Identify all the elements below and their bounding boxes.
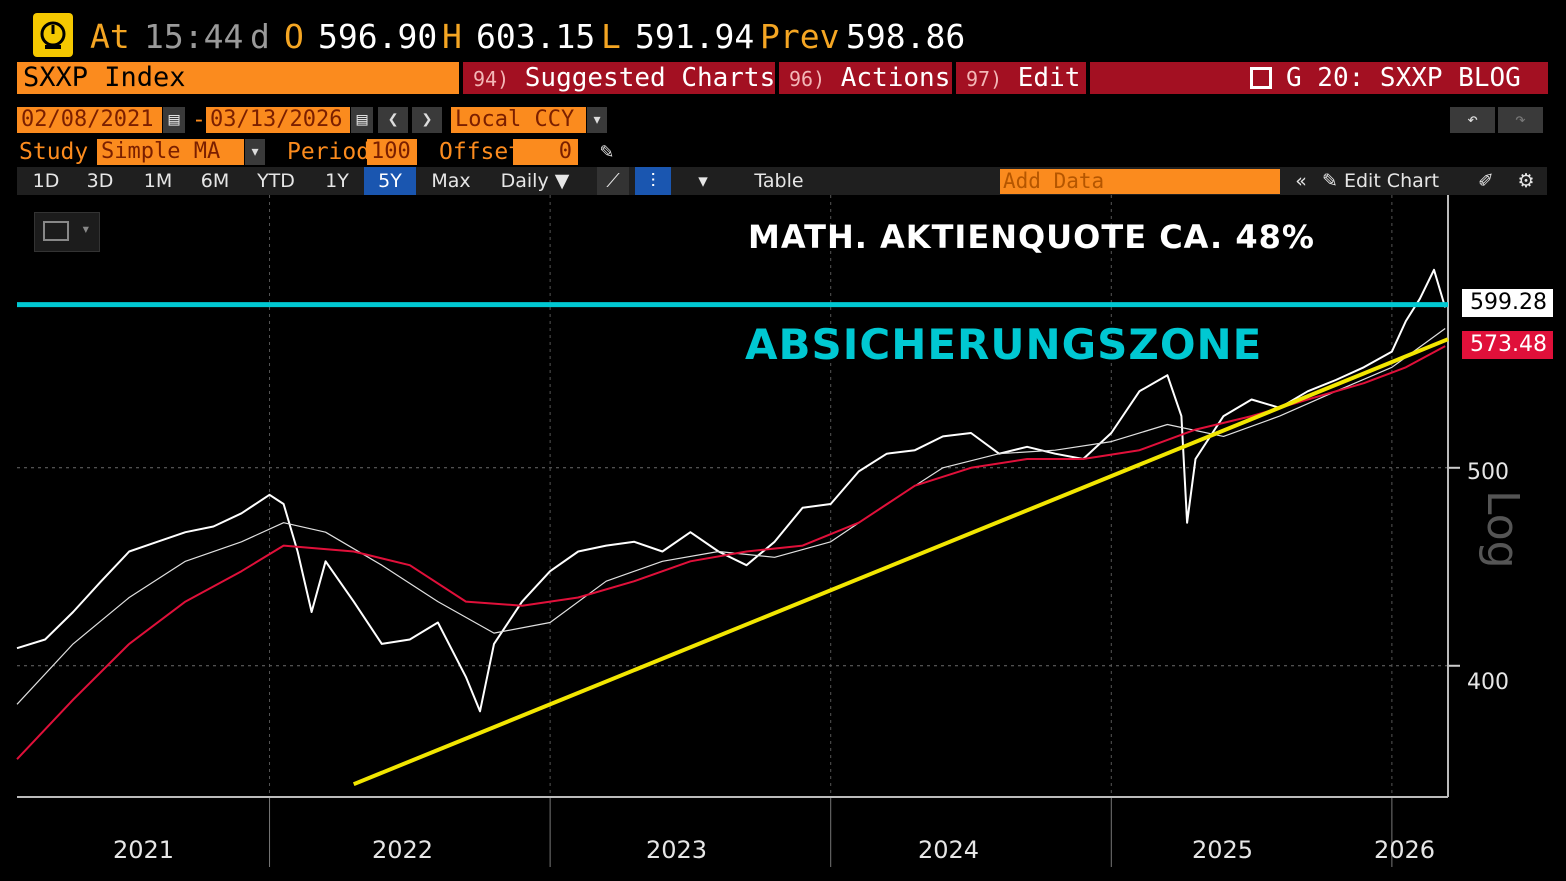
currency-chevron-down-icon[interactable]: ▾ bbox=[587, 107, 607, 133]
edit-button[interactable]: 97) Edit ▾ bbox=[956, 62, 1112, 94]
top-strip bbox=[0, 0, 1566, 8]
range-button-1m[interactable]: 1M bbox=[143, 170, 173, 192]
prev-period-button[interactable]: ❮ bbox=[378, 107, 408, 133]
ma-line-1 bbox=[16, 328, 1446, 705]
edit-number: 97) bbox=[966, 67, 1003, 91]
next-period-button[interactable]: ❯ bbox=[412, 107, 442, 133]
range-button-6m[interactable]: 6M bbox=[200, 170, 230, 192]
edit-chart-pencil-icon: ✎ bbox=[1322, 170, 1344, 192]
prev-value: 598.86 bbox=[846, 17, 966, 56]
d-label: d bbox=[250, 17, 270, 56]
high-label: H bbox=[442, 17, 462, 56]
blog-label: G 20: SXXP BLOG bbox=[1286, 63, 1521, 93]
prev-label: Prev bbox=[760, 17, 840, 56]
offset-field[interactable]: 0 bbox=[513, 139, 578, 165]
chart-style-button[interactable]: ▾ bbox=[34, 212, 100, 252]
table-button[interactable]: Table bbox=[754, 170, 804, 192]
y-tick-500: 500 bbox=[1467, 460, 1509, 485]
suggested-charts-label: Suggested Charts ▾ bbox=[524, 63, 807, 93]
date-dash: - bbox=[192, 107, 206, 133]
y-tick-400: 400 bbox=[1467, 670, 1509, 695]
add-data-input[interactable]: Add Data bbox=[1000, 169, 1280, 194]
currency-select[interactable]: Local CCY bbox=[451, 107, 586, 133]
range-button-1d[interactable]: 1D bbox=[32, 170, 60, 192]
tachometer-icon bbox=[40, 21, 66, 49]
offset-label: Offset bbox=[439, 139, 523, 165]
at-label: At bbox=[90, 17, 130, 56]
chart-area[interactable] bbox=[0, 195, 1566, 881]
high-value: 603.15 bbox=[476, 17, 596, 56]
x-label-2021: 2021 bbox=[113, 836, 175, 864]
x-label-2024: 2024 bbox=[918, 836, 980, 864]
actions-button[interactable]: 96) Actions ▾ bbox=[779, 62, 982, 94]
range-button-ytd[interactable]: YTD bbox=[257, 170, 295, 192]
edit-chart-button[interactable]: ✎ Edit Chart bbox=[1322, 167, 1457, 195]
end-calendar-icon[interactable]: ▤ bbox=[351, 107, 373, 133]
open-label: O bbox=[284, 17, 304, 56]
collapse-icon[interactable]: « bbox=[1295, 170, 1307, 192]
range-toolbar bbox=[17, 167, 1547, 195]
actions-number: 96) bbox=[789, 67, 826, 91]
open-value: 596.90 bbox=[318, 17, 438, 56]
mini-chart-icon bbox=[43, 221, 69, 241]
study-label: Study bbox=[19, 139, 89, 165]
edit-chart-label: Edit Chart bbox=[1343, 170, 1440, 192]
suggested-charts-number: 94) bbox=[473, 67, 510, 91]
end-date-field[interactable]: 03/13/2026 bbox=[206, 107, 350, 133]
range-button-1y[interactable]: 1Y bbox=[325, 170, 349, 192]
range-button-max[interactable]: Max bbox=[431, 170, 471, 192]
bloomberg-function-icon[interactable] bbox=[33, 13, 73, 57]
x-label-2022: 2022 bbox=[372, 836, 434, 864]
range-button-3d[interactable]: 3D bbox=[86, 170, 114, 192]
period-field[interactable]: 100 bbox=[367, 139, 417, 165]
study-chevron-down-icon[interactable]: ▾ bbox=[245, 139, 265, 165]
ohlc-chart-icon[interactable]: ⫶ bbox=[635, 167, 671, 195]
period-label: Period bbox=[287, 139, 371, 165]
annotation-hedge-zone: ABSICHERUNGSZONE bbox=[745, 320, 1263, 369]
ma-price-tag: 573.48 bbox=[1462, 331, 1553, 359]
gear-icon[interactable]: ⚙ bbox=[1517, 170, 1535, 192]
low-label: L bbox=[601, 17, 621, 56]
study-select[interactable]: Simple MA bbox=[97, 139, 244, 165]
pencil-icon[interactable]: ✎ bbox=[600, 139, 614, 164]
chart-type-chevron-down-icon[interactable]: ▾ bbox=[698, 170, 708, 192]
suggested-charts-button[interactable]: 94) Suggested Charts ▾ bbox=[463, 62, 807, 94]
blog-button[interactable]: G 20: SXXP BLOG bbox=[1090, 62, 1548, 94]
undo-icon[interactable]: ↶ bbox=[1450, 107, 1495, 133]
price-line bbox=[16, 268, 1447, 713]
start-date-field[interactable]: 02/08/2021 bbox=[17, 107, 162, 133]
x-label-2025: 2025 bbox=[1192, 836, 1254, 864]
range-button-5y[interactable]: 5Y bbox=[364, 167, 416, 195]
last-price-tag: 599.28 bbox=[1462, 289, 1553, 317]
redo-icon[interactable]: ↷ bbox=[1498, 107, 1543, 133]
x-label-2026: 2026 bbox=[1374, 836, 1436, 864]
external-link-icon bbox=[1250, 67, 1272, 89]
trend-line bbox=[352, 337, 1449, 787]
chart-style-chevron-down-icon: ▾ bbox=[81, 219, 91, 238]
annotate-icon[interactable]: ✐ bbox=[1478, 170, 1494, 192]
low-value: 591.94 bbox=[635, 17, 755, 56]
quote-time: 15:44 bbox=[144, 17, 244, 56]
ticker-field[interactable]: SXXP Index bbox=[17, 62, 459, 94]
start-calendar-icon[interactable]: ▤ bbox=[163, 107, 185, 133]
x-label-2023: 2023 bbox=[646, 836, 708, 864]
ma-line-2 bbox=[16, 345, 1446, 760]
frequency-select[interactable]: Daily ▼ bbox=[500, 170, 570, 192]
log-scale-label: Log bbox=[1477, 490, 1528, 569]
annotation-equity-quota: MATH. AKTIENQUOTE CA. 48% bbox=[748, 218, 1315, 256]
line-chart-icon[interactable]: ⟋ bbox=[597, 167, 629, 195]
